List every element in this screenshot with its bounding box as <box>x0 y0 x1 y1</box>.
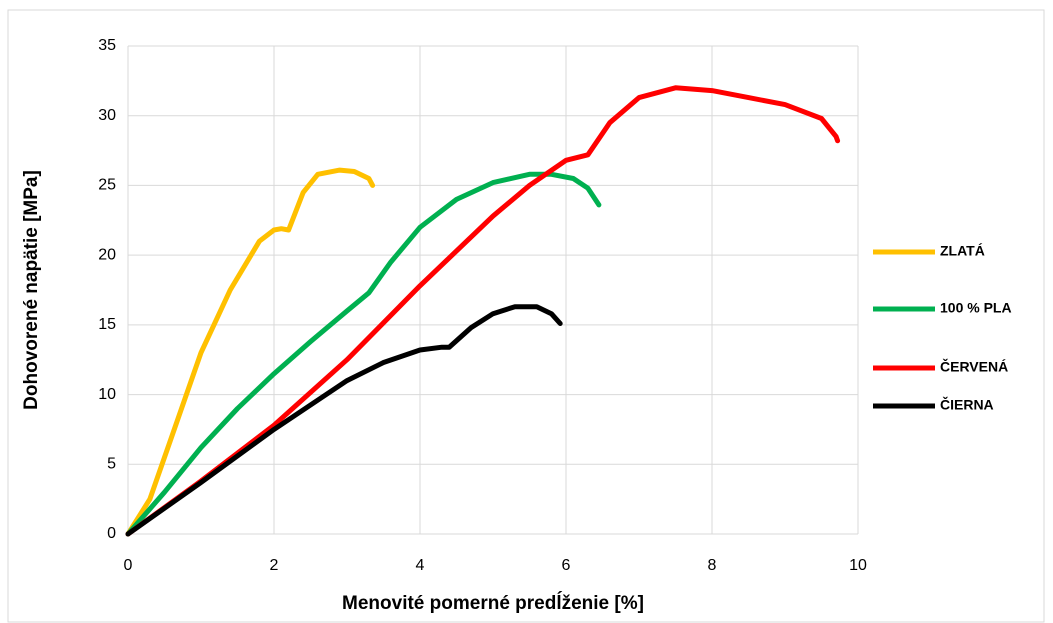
legend-label: 100 % PLA <box>940 300 1012 316</box>
x-tick-label: 6 <box>562 557 571 574</box>
legend-label: ČIERNA <box>940 396 994 413</box>
data-line <box>125 171 602 537</box>
legend-label: ČERVENÁ <box>940 358 1008 375</box>
data-line <box>125 304 563 537</box>
y-tick-label: 0 <box>107 525 116 542</box>
chart-border <box>7 9 1045 623</box>
y-tick-label: 10 <box>98 386 116 403</box>
x-tick-label: 2 <box>270 557 279 574</box>
x-axis-title: Menovité pomerné predĺženie [%] <box>342 592 644 614</box>
y-tick-label: 5 <box>107 456 116 473</box>
y-tick-label: 35 <box>98 37 116 54</box>
y-tick-label: 30 <box>98 107 116 124</box>
y-axis-title: Dohovorené napätie [MPa] <box>21 170 42 410</box>
y-tick-label: 15 <box>98 316 116 333</box>
y-tick-label: 25 <box>98 177 116 194</box>
data-line <box>125 85 841 537</box>
x-tick-label: 4 <box>416 557 425 574</box>
legend-label: ZLATÁ <box>940 243 985 259</box>
x-tick-label: 0 <box>124 557 133 574</box>
y-tick-label: 20 <box>98 246 116 263</box>
data-line <box>125 167 376 537</box>
x-tick-label: 8 <box>708 557 717 574</box>
x-tick-label: 10 <box>849 557 867 574</box>
